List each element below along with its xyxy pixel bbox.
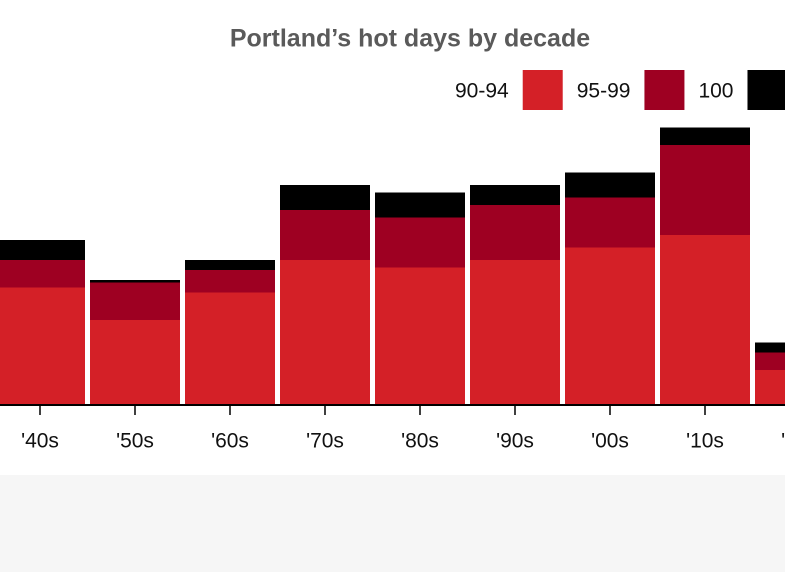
legend-label: 100 [698,80,733,103]
bar-segment [280,185,370,210]
x-tick-label: '20s [781,430,785,453]
bar-segment [375,217,465,268]
x-tick-label: '00s [591,430,629,453]
bar-segment [90,320,180,405]
legend-label: 90-94 [455,80,509,103]
bar-segment [755,342,785,353]
bar-segment [755,370,785,405]
bar-segment [565,247,655,405]
x-tick-label: '50s [116,430,154,453]
bar-segment [185,270,275,293]
bar-segment [755,352,785,370]
bar-segment [470,205,560,260]
bar-segment [280,210,370,260]
footer-background [0,475,785,572]
legend-label: 95-99 [577,80,631,103]
bar-segment [375,192,465,218]
x-tick-label: '10s [686,430,724,453]
x-tick-label: '40s [21,430,59,453]
bar-segment [660,235,750,405]
bar-segment [185,260,275,270]
bar-segment [185,292,275,405]
bar-segment [565,197,655,248]
x-tick-label: '80s [401,430,439,453]
bar-segment [0,240,85,260]
x-tick-label: '60s [211,430,249,453]
bar-segment [375,267,465,405]
chart-title: Portland’s hot days by decade [230,25,590,53]
bar-segment [470,185,560,205]
bar-segment [0,260,85,288]
bar-segment [90,282,180,320]
bar-segment [565,172,655,198]
legend-swatch [522,70,563,110]
bar-segment [470,260,560,405]
bar-segment [90,280,180,283]
bar-segment [660,145,750,235]
bar-segment [280,260,370,405]
x-tick-label: '90s [496,430,534,453]
legend-swatch [644,70,685,110]
legend-swatch [747,70,785,110]
bar-segment [660,127,750,145]
x-tick-label: '70s [306,430,344,453]
bar-segment [0,287,85,405]
